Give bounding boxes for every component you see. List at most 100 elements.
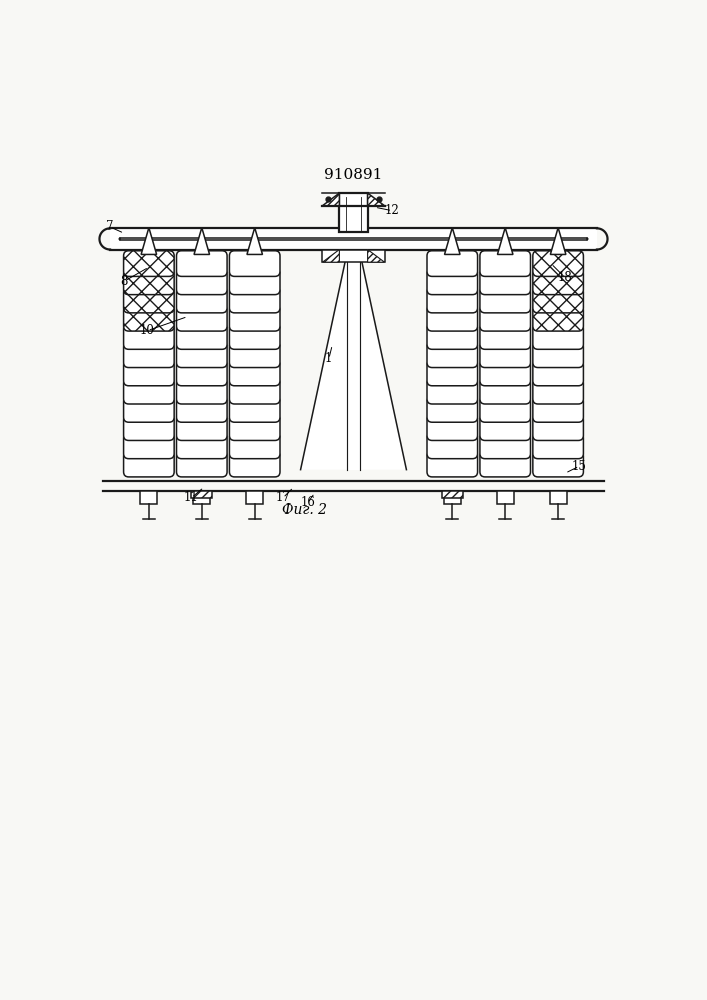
Text: 17: 17 xyxy=(276,491,291,504)
Bar xyxy=(141,491,158,504)
FancyBboxPatch shape xyxy=(533,397,583,422)
Text: 7: 7 xyxy=(106,220,114,233)
Polygon shape xyxy=(322,250,339,262)
FancyBboxPatch shape xyxy=(427,378,477,404)
FancyBboxPatch shape xyxy=(230,415,280,440)
Polygon shape xyxy=(194,228,209,254)
FancyBboxPatch shape xyxy=(177,251,227,276)
FancyBboxPatch shape xyxy=(230,269,280,295)
FancyBboxPatch shape xyxy=(480,251,530,276)
FancyBboxPatch shape xyxy=(533,287,583,313)
FancyBboxPatch shape xyxy=(230,397,280,422)
Polygon shape xyxy=(247,228,262,254)
Bar xyxy=(339,193,368,232)
Bar xyxy=(246,491,263,504)
FancyBboxPatch shape xyxy=(533,451,583,477)
Text: 910891: 910891 xyxy=(325,168,382,182)
Bar xyxy=(549,491,566,504)
Polygon shape xyxy=(300,262,407,470)
FancyBboxPatch shape xyxy=(533,360,583,386)
FancyBboxPatch shape xyxy=(177,324,227,349)
FancyBboxPatch shape xyxy=(177,360,227,386)
Text: 12: 12 xyxy=(385,204,399,217)
FancyBboxPatch shape xyxy=(124,269,174,295)
FancyBboxPatch shape xyxy=(230,287,280,313)
FancyBboxPatch shape xyxy=(124,415,174,440)
Bar xyxy=(193,491,210,504)
Text: 16: 16 xyxy=(300,496,315,509)
FancyBboxPatch shape xyxy=(480,324,530,349)
FancyBboxPatch shape xyxy=(124,287,174,313)
FancyBboxPatch shape xyxy=(480,415,530,440)
FancyBboxPatch shape xyxy=(533,324,583,349)
FancyBboxPatch shape xyxy=(177,415,227,440)
FancyBboxPatch shape xyxy=(533,269,583,295)
FancyBboxPatch shape xyxy=(230,342,280,368)
FancyBboxPatch shape xyxy=(480,269,530,295)
Text: 18: 18 xyxy=(558,271,573,284)
Text: 1: 1 xyxy=(325,352,332,365)
Bar xyxy=(497,491,514,504)
FancyBboxPatch shape xyxy=(230,451,280,477)
FancyBboxPatch shape xyxy=(177,305,227,331)
Bar xyxy=(442,491,463,498)
FancyBboxPatch shape xyxy=(177,378,227,404)
Bar xyxy=(347,262,360,470)
FancyBboxPatch shape xyxy=(480,451,530,477)
FancyBboxPatch shape xyxy=(533,251,583,276)
FancyBboxPatch shape xyxy=(427,324,477,349)
FancyBboxPatch shape xyxy=(177,342,227,368)
FancyBboxPatch shape xyxy=(427,269,477,295)
FancyBboxPatch shape xyxy=(124,324,174,349)
FancyBboxPatch shape xyxy=(533,433,583,459)
FancyBboxPatch shape xyxy=(230,305,280,331)
Bar xyxy=(444,491,461,504)
Text: Фиг. 2: Фиг. 2 xyxy=(281,503,327,517)
FancyBboxPatch shape xyxy=(230,360,280,386)
FancyBboxPatch shape xyxy=(427,305,477,331)
Text: 8: 8 xyxy=(120,275,128,288)
FancyBboxPatch shape xyxy=(427,397,477,422)
FancyBboxPatch shape xyxy=(124,451,174,477)
FancyBboxPatch shape xyxy=(230,324,280,349)
FancyBboxPatch shape xyxy=(427,451,477,477)
FancyBboxPatch shape xyxy=(427,342,477,368)
FancyBboxPatch shape xyxy=(480,342,530,368)
FancyBboxPatch shape xyxy=(177,451,227,477)
Text: 15: 15 xyxy=(572,460,587,473)
FancyBboxPatch shape xyxy=(124,251,174,276)
FancyBboxPatch shape xyxy=(177,397,227,422)
FancyBboxPatch shape xyxy=(427,360,477,386)
FancyBboxPatch shape xyxy=(427,251,477,276)
Polygon shape xyxy=(550,228,566,254)
FancyBboxPatch shape xyxy=(480,287,530,313)
FancyBboxPatch shape xyxy=(427,433,477,459)
FancyBboxPatch shape xyxy=(427,415,477,440)
FancyBboxPatch shape xyxy=(480,305,530,331)
FancyBboxPatch shape xyxy=(177,269,227,295)
FancyBboxPatch shape xyxy=(480,378,530,404)
Bar xyxy=(110,228,597,250)
FancyBboxPatch shape xyxy=(533,342,583,368)
FancyBboxPatch shape xyxy=(124,397,174,422)
Polygon shape xyxy=(368,193,385,206)
FancyBboxPatch shape xyxy=(230,251,280,276)
FancyBboxPatch shape xyxy=(124,305,174,331)
Bar xyxy=(191,491,212,498)
FancyBboxPatch shape xyxy=(124,342,174,368)
FancyBboxPatch shape xyxy=(533,378,583,404)
FancyBboxPatch shape xyxy=(124,378,174,404)
FancyBboxPatch shape xyxy=(533,415,583,440)
FancyBboxPatch shape xyxy=(177,287,227,313)
Bar xyxy=(322,250,385,262)
Polygon shape xyxy=(368,250,385,262)
FancyBboxPatch shape xyxy=(480,360,530,386)
Polygon shape xyxy=(141,228,157,254)
FancyBboxPatch shape xyxy=(480,433,530,459)
FancyBboxPatch shape xyxy=(124,360,174,386)
Polygon shape xyxy=(445,228,460,254)
FancyBboxPatch shape xyxy=(124,433,174,459)
Text: 10: 10 xyxy=(140,324,155,337)
Text: 11: 11 xyxy=(184,491,199,504)
FancyBboxPatch shape xyxy=(230,433,280,459)
